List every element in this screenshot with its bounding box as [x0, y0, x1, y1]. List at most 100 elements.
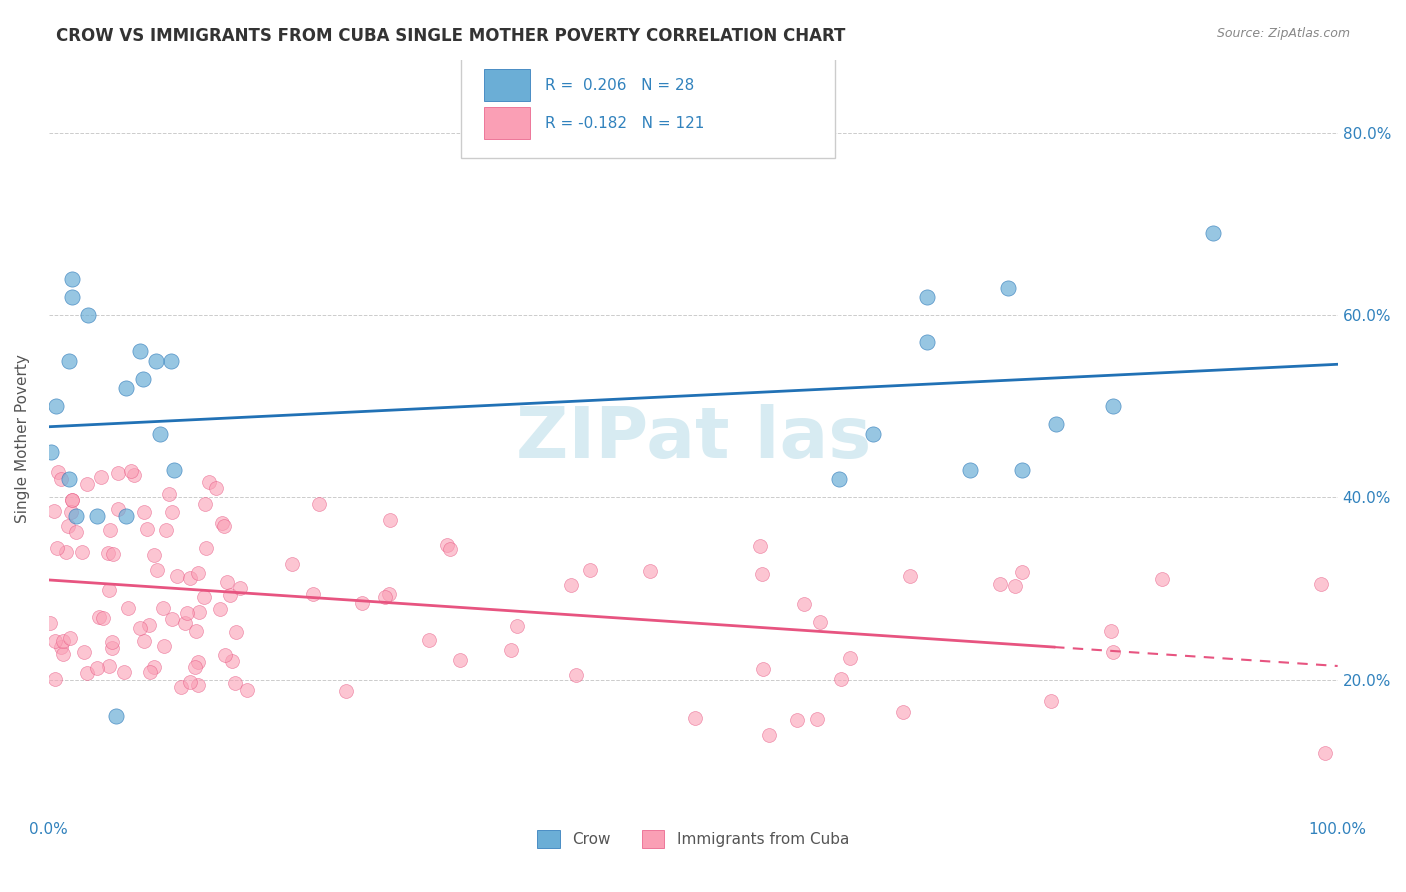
Crow — [45, 399, 67, 413]
Crow — [163, 463, 186, 477]
Immigrants from Cuba — [418, 632, 440, 647]
Immigrants from Cuba — [506, 619, 529, 633]
Crow — [115, 381, 138, 395]
Crow — [58, 353, 80, 368]
Crow — [1202, 226, 1225, 240]
Immigrants from Cuba — [808, 615, 831, 630]
Immigrants from Cuba — [439, 541, 461, 556]
Immigrants from Cuba — [97, 546, 120, 560]
Immigrants from Cuba — [90, 469, 112, 483]
Immigrants from Cuba — [221, 654, 243, 668]
Immigrants from Cuba — [59, 631, 82, 645]
Immigrants from Cuba — [838, 651, 860, 665]
Immigrants from Cuba — [138, 617, 160, 632]
Crow — [959, 463, 981, 477]
Immigrants from Cuba — [120, 464, 142, 478]
Immigrants from Cuba — [160, 612, 183, 626]
Immigrants from Cuba — [86, 661, 108, 675]
Immigrants from Cuba — [194, 496, 217, 510]
Immigrants from Cuba — [136, 522, 159, 536]
Immigrants from Cuba — [683, 711, 706, 725]
FancyBboxPatch shape — [485, 70, 530, 101]
Immigrants from Cuba — [73, 645, 96, 659]
Immigrants from Cuba — [166, 569, 188, 583]
Immigrants from Cuba — [204, 481, 226, 495]
Immigrants from Cuba — [228, 581, 250, 595]
Immigrants from Cuba — [1039, 694, 1062, 708]
Immigrants from Cuba — [988, 576, 1011, 591]
Immigrants from Cuba — [153, 639, 176, 653]
Immigrants from Cuba — [44, 672, 66, 686]
Immigrants from Cuba — [134, 505, 156, 519]
Legend: Crow, Immigrants from Cuba: Crow, Immigrants from Cuba — [531, 823, 855, 855]
Immigrants from Cuba — [100, 635, 122, 649]
FancyBboxPatch shape — [485, 107, 530, 139]
Immigrants from Cuba — [786, 713, 808, 727]
Immigrants from Cuba — [891, 705, 914, 719]
Crow — [129, 344, 152, 359]
Crow — [58, 472, 80, 486]
Text: Source: ZipAtlas.com: Source: ZipAtlas.com — [1216, 27, 1350, 40]
Immigrants from Cuba — [56, 519, 79, 533]
Immigrants from Cuba — [76, 477, 98, 491]
Immigrants from Cuba — [117, 601, 139, 615]
Immigrants from Cuba — [91, 611, 114, 625]
Immigrants from Cuba — [1099, 624, 1122, 639]
FancyBboxPatch shape — [461, 52, 835, 158]
Crow — [145, 353, 167, 368]
Crow — [115, 508, 138, 523]
Crow — [1011, 463, 1033, 477]
Immigrants from Cuba — [280, 557, 302, 571]
Immigrants from Cuba — [352, 596, 374, 610]
Crow — [997, 280, 1019, 294]
Immigrants from Cuba — [76, 665, 98, 680]
Immigrants from Cuba — [142, 660, 165, 674]
Immigrants from Cuba — [436, 538, 458, 552]
Crow — [132, 372, 155, 386]
Immigrants from Cuba — [129, 621, 152, 635]
Crow — [60, 290, 83, 304]
Immigrants from Cuba — [1102, 645, 1125, 659]
Immigrants from Cuba — [224, 676, 246, 690]
Immigrants from Cuba — [60, 493, 83, 508]
Immigrants from Cuba — [1004, 579, 1026, 593]
Immigrants from Cuba — [101, 548, 124, 562]
Immigrants from Cuba — [184, 660, 207, 674]
Immigrants from Cuba — [49, 472, 72, 486]
Immigrants from Cuba — [179, 674, 201, 689]
Immigrants from Cuba — [751, 566, 773, 581]
Immigrants from Cuba — [98, 523, 121, 537]
Immigrants from Cuba — [187, 606, 209, 620]
Immigrants from Cuba — [139, 665, 162, 679]
Text: R = -0.182   N = 121: R = -0.182 N = 121 — [546, 116, 704, 131]
Immigrants from Cuba — [219, 589, 242, 603]
Immigrants from Cuba — [160, 505, 183, 519]
Immigrants from Cuba — [187, 678, 209, 692]
Immigrants from Cuba — [235, 682, 257, 697]
Immigrants from Cuba — [749, 539, 772, 553]
Immigrants from Cuba — [187, 655, 209, 669]
Immigrants from Cuba — [193, 590, 215, 604]
Immigrants from Cuba — [107, 467, 129, 481]
Immigrants from Cuba — [308, 497, 330, 511]
Immigrants from Cuba — [70, 544, 93, 558]
Crow — [160, 353, 183, 368]
Crow — [60, 271, 83, 285]
Immigrants from Cuba — [51, 640, 73, 654]
Immigrants from Cuba — [898, 569, 921, 583]
Immigrants from Cuba — [155, 523, 177, 537]
Immigrants from Cuba — [640, 564, 662, 578]
Immigrants from Cuba — [214, 648, 236, 662]
Immigrants from Cuba — [578, 563, 600, 577]
Immigrants from Cuba — [209, 602, 232, 616]
Immigrants from Cuba — [752, 662, 775, 676]
Immigrants from Cuba — [378, 587, 401, 601]
Immigrants from Cuba — [122, 467, 145, 482]
Immigrants from Cuba — [179, 571, 201, 585]
Text: CROW VS IMMIGRANTS FROM CUBA SINGLE MOTHER POVERTY CORRELATION CHART: CROW VS IMMIGRANTS FROM CUBA SINGLE MOTH… — [56, 27, 845, 45]
Immigrants from Cuba — [52, 648, 75, 662]
Immigrants from Cuba — [198, 475, 221, 489]
Crow — [41, 445, 63, 459]
Immigrants from Cuba — [143, 548, 166, 562]
Immigrants from Cuba — [830, 672, 852, 686]
